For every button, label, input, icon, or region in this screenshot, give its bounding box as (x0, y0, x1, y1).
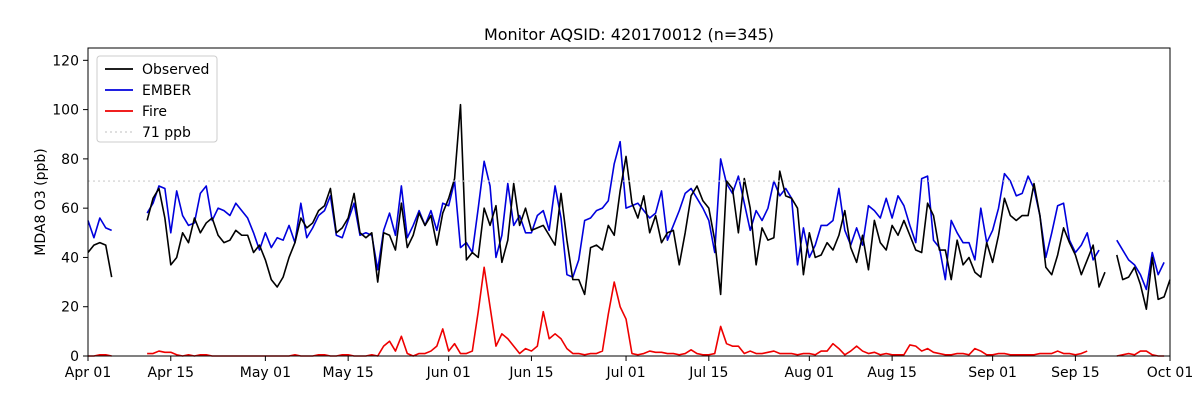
y-axis-label: MDA8 O3 (ppb) (33, 148, 49, 256)
y-tick-label: 100 (52, 103, 79, 119)
chart-title: Monitor AQSID: 420170012 (n=345) (484, 25, 774, 44)
x-tick-label: Jul 01 (605, 365, 645, 381)
legend-label-fire: Fire (142, 104, 167, 120)
plot-area-frame (87, 47, 1171, 357)
x-tick-label: May 15 (323, 365, 374, 381)
x-axis-ticks: Apr 01 Apr 15 May 01 May 15 Jun 01 Jun 15 Jul … (65, 356, 1193, 381)
x-tick-label: Aug 15 (867, 365, 917, 381)
x-tick-label: Jul 15 (688, 365, 728, 381)
legend-label-ember: EMBER (142, 83, 191, 99)
series-line-ember-segment-1 (87, 217, 112, 239)
y-tick-label: 80 (61, 152, 79, 168)
y-tick-label: 120 (52, 53, 79, 69)
x-tick-label: Jun 01 (426, 365, 471, 381)
legend-label-reference: 71 ppb (142, 125, 191, 141)
y-tick-label: 60 (61, 201, 79, 217)
x-tick-label: Aug 01 (785, 365, 835, 381)
series-line-ember-segment-3 (1116, 239, 1165, 291)
x-tick-label: Apr 01 (65, 365, 111, 381)
legend: Observed EMBER Fire 71 ppb (96, 55, 218, 143)
x-tick-label: Sep 01 (968, 365, 1017, 381)
legend-box (96, 55, 218, 143)
series-line-observed-segment-1 (87, 241, 113, 278)
legend-label-observed: Observed (142, 62, 209, 78)
x-tick-label: May 01 (240, 365, 291, 381)
x-tick-label: Oct 01 (1147, 365, 1193, 381)
y-axis-ticks: 0 20 40 60 80 100 120 (52, 53, 88, 365)
y-tick-label: 20 (61, 300, 79, 316)
x-tick-label: Apr 15 (148, 365, 194, 381)
y-tick-label: 0 (70, 349, 79, 365)
x-tick-label: Jun 15 (508, 365, 553, 381)
y-tick-label: 40 (61, 250, 79, 266)
series-line-observed-segment-2 (146, 103, 1106, 296)
x-tick-label: Sep 15 (1051, 365, 1100, 381)
series-line-observed-segment-3 (1116, 254, 1171, 310)
